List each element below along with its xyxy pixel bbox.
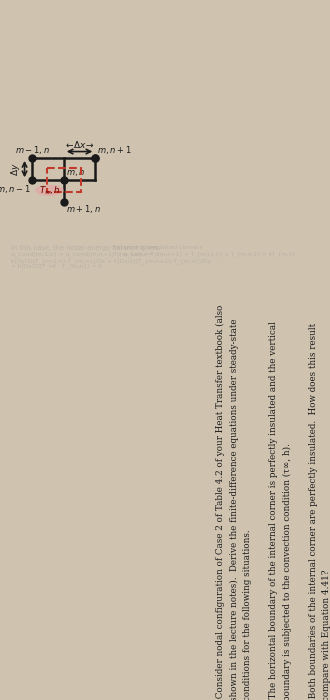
Ellipse shape [35, 185, 64, 196]
Text: 3.  Consider nodal configuration of Case 2 of Table 4.2 of your Heat Transfer te: 3. Consider nodal configuration of Case … [216, 305, 330, 700]
Text: For part b: insulated corners: For part b: insulated corners [113, 245, 203, 250]
Text: k(Dy/2)(T_{m-1,n}-T_{m,n})/Dx + k(Dx/2)(T_{m,n+1}-T_{m,n})/Dy: k(Dy/2)(T_{m-1,n}-T_{m,n})/Dx + k(Dx/2)(… [12, 258, 212, 263]
Text: $T_\infty, h$: $T_\infty, h$ [39, 185, 60, 196]
Text: $m, n$: $m, n$ [66, 168, 86, 178]
Text: $m-1, n$: $m-1, n$ [15, 144, 50, 156]
Text: T_{m-1,n} + T_{m,n+1} + T_{m+1,n} + T_{m,n-1} = 4T_{m,n}: T_{m-1,n} + T_{m,n+1} + T_{m+1,n} + T_{m… [113, 251, 296, 257]
Text: + h(Dx/2)(T_inf - T_{m,n}) = 0: + h(Dx/2)(T_inf - T_{m,n}) = 0 [12, 263, 102, 269]
Bar [47, 168, 81, 193]
Text: $m, n-1$: $m, n-1$ [0, 183, 30, 195]
Text: q_cond(m-1,n) + q_cond(m,n+1) + q_conv = 0: q_cond(m-1,n) + q_cond(m,n+1) + q_conv =… [12, 251, 159, 257]
Text: In this case, the nodal energy balance gives:: In this case, the nodal energy balance g… [12, 245, 161, 251]
Text: $\leftarrow\!\Delta x\!\rightarrow$: $\leftarrow\!\Delta x\!\rightarrow$ [64, 139, 95, 150]
Text: $\Delta y$: $\Delta y$ [9, 162, 22, 176]
Text: $m, n+1$: $m, n+1$ [97, 144, 132, 156]
Text: $m+1, n$: $m+1, n$ [66, 203, 101, 216]
